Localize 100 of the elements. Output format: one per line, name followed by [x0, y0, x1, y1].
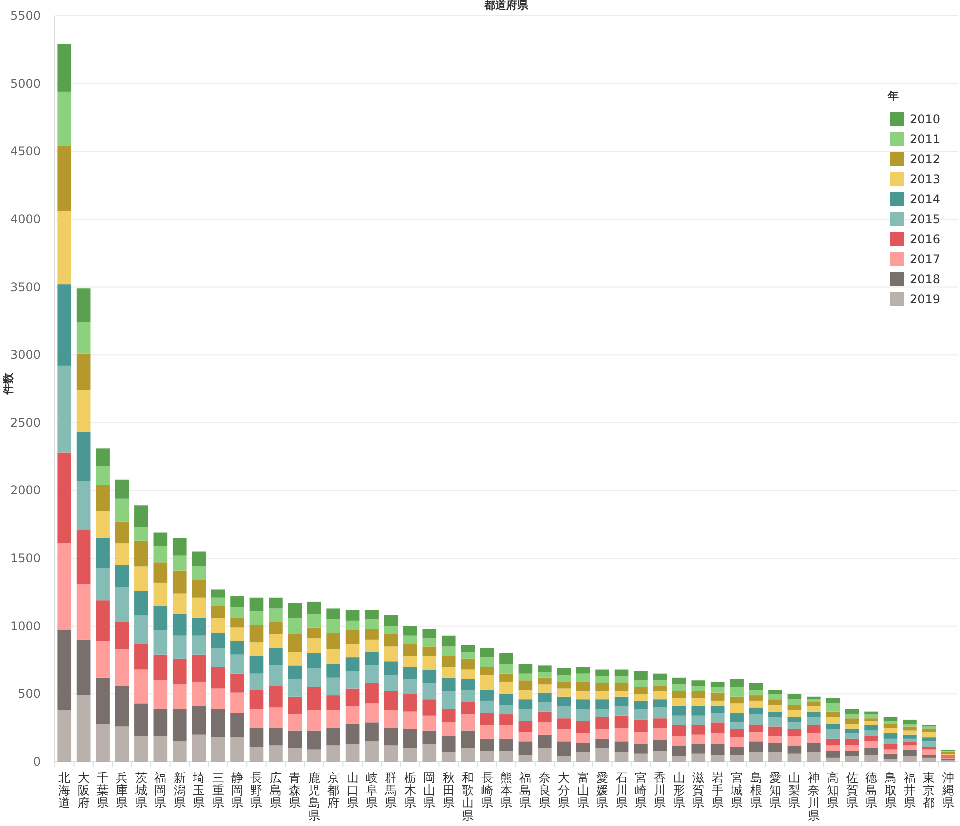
bar [115, 726, 130, 762]
bar [230, 654, 244, 674]
bar [634, 732, 648, 744]
x-tick-label: 京都府 [328, 771, 340, 810]
bar [749, 708, 764, 715]
bar [288, 666, 302, 680]
bar [864, 748, 878, 756]
x-tick-label: 石川県 [616, 771, 628, 810]
bar [710, 734, 725, 744]
bar [384, 646, 398, 662]
bar [884, 717, 898, 722]
bar [518, 709, 533, 722]
bar [58, 544, 72, 630]
bar [806, 725, 821, 734]
bar [538, 734, 552, 748]
bar [826, 729, 840, 739]
bar [346, 706, 360, 724]
bar [903, 730, 917, 735]
x-tick-label: 新潟県 [174, 771, 186, 810]
bar [518, 742, 533, 756]
bar [500, 653, 514, 664]
bar [826, 717, 840, 724]
bar [730, 696, 744, 704]
x-tick-label: 山口県 [346, 771, 359, 810]
bar [288, 634, 302, 652]
x-tick-label: 大分県 [558, 771, 570, 810]
bar [134, 527, 148, 541]
bar [864, 730, 878, 736]
x-tick-label: 神奈川県 [808, 771, 820, 823]
bar [134, 644, 148, 670]
bar [76, 640, 91, 696]
bar [480, 751, 494, 762]
bar [422, 629, 437, 639]
bar [269, 728, 283, 746]
bar [346, 620, 360, 630]
x-tick-label: 静岡県 [232, 771, 244, 810]
bar [788, 694, 802, 700]
bar [749, 742, 764, 753]
bar [269, 666, 283, 686]
bar [230, 596, 244, 608]
bar [96, 600, 110, 642]
x-tick-label: 山梨県 [788, 771, 801, 810]
bar [326, 710, 340, 728]
legend-label: 2016 [910, 232, 941, 246]
bar [365, 683, 379, 704]
bar [326, 664, 340, 678]
bar [788, 754, 802, 762]
bar [480, 658, 494, 668]
x-tick-label: 岐阜県 [366, 771, 378, 810]
bar [384, 728, 398, 746]
bar [538, 748, 552, 762]
bar [422, 646, 437, 656]
x-tick-label: 鹿児島県 [308, 771, 320, 823]
bar [845, 718, 860, 724]
bar [557, 742, 572, 757]
bar [826, 704, 840, 712]
x-tick-label: 埼玉県 [192, 771, 206, 810]
bar [346, 744, 360, 762]
bar [692, 725, 706, 735]
bar [76, 696, 91, 762]
y-tick-label: 2500 [10, 416, 41, 430]
bar [134, 540, 148, 567]
bar [58, 710, 72, 762]
bar [230, 607, 244, 618]
bar [845, 751, 860, 757]
legend-label: 2012 [910, 152, 941, 166]
bar [365, 629, 379, 640]
bar [768, 700, 782, 706]
bar [96, 568, 110, 601]
x-tick-label: 和歌山県 [462, 771, 474, 823]
bar [211, 688, 226, 710]
bar [692, 698, 706, 706]
bar [903, 750, 917, 757]
bar [557, 668, 572, 676]
bar [692, 744, 706, 754]
bar [211, 598, 226, 606]
bar [634, 671, 648, 681]
bar [96, 511, 110, 538]
bar [461, 714, 475, 731]
bar [404, 712, 418, 730]
bar [730, 747, 744, 756]
bar [250, 709, 264, 728]
bar [730, 729, 744, 738]
bar [269, 746, 283, 762]
bar [250, 642, 264, 656]
bar [230, 692, 244, 714]
bar [884, 750, 898, 754]
bar [806, 712, 821, 718]
bar [653, 674, 668, 681]
bar [500, 664, 514, 674]
x-tick-label: 三重県 [212, 771, 224, 810]
bar [384, 662, 398, 676]
bar [211, 648, 226, 668]
bar [518, 700, 533, 710]
bar [596, 729, 610, 739]
bar [749, 725, 764, 732]
bar [864, 755, 878, 762]
bar [307, 668, 322, 688]
bar [672, 706, 686, 716]
x-tick-label: 福島県 [520, 771, 532, 810]
